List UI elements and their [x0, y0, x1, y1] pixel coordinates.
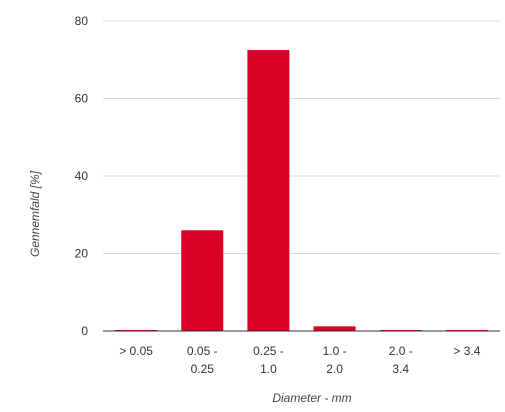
- bars: [115, 50, 488, 331]
- bar: [247, 50, 290, 331]
- y-axis-label: Gennemfald [%]: [28, 170, 42, 257]
- bar: [313, 326, 356, 331]
- x-tick-label: 0.05 -0.25: [187, 344, 218, 376]
- x-tick-label: > 0.05: [119, 344, 153, 358]
- x-tick-label: 0.25 -1.0: [253, 344, 284, 376]
- y-tick-label: 60: [75, 92, 89, 106]
- x-axis-label: Diameter - mm: [272, 391, 351, 405]
- y-tick-label: 80: [75, 14, 89, 28]
- gridlines: [103, 20, 500, 254]
- x-tick-label: 1.0 -2.0: [323, 344, 347, 376]
- bar: [181, 230, 224, 331]
- y-tick-label: 20: [75, 247, 89, 261]
- y-tick-label: 0: [81, 324, 88, 338]
- x-tick-label: 2.0 -3.4: [389, 344, 413, 376]
- x-tick-label: > 3.4: [453, 344, 480, 358]
- y-tick-labels: 0 20 40 60 80: [75, 14, 89, 338]
- y-tick-label: 40: [75, 169, 89, 183]
- x-tick-labels: > 0.05 0.05 -0.25 0.25 -1.0 1.0 -2.0 2.0 -3.…: [119, 344, 481, 376]
